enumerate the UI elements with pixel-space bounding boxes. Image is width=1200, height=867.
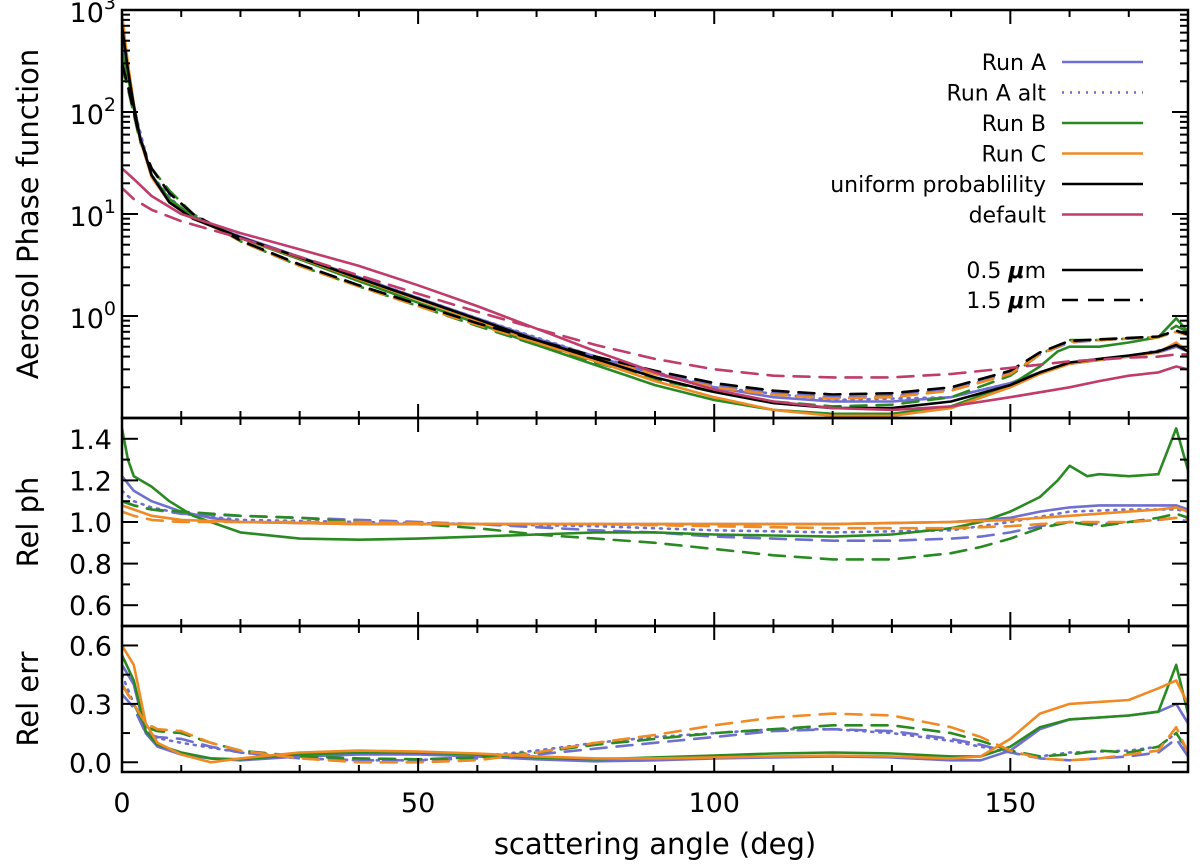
series-line-run-b-solid bbox=[122, 427, 1188, 541]
series-line-run-c-dashed bbox=[122, 510, 1188, 530]
series-line-run-a-solid bbox=[122, 663, 1188, 763]
legend-label-default: default bbox=[969, 204, 1047, 229]
y-tick-label: 102 bbox=[70, 94, 116, 131]
series-line-run-b-dashed bbox=[122, 683, 1188, 761]
series-group bbox=[122, 13, 1188, 418]
x-tick-label: 50 bbox=[401, 788, 435, 819]
y-axis-label: Rel ph bbox=[11, 477, 45, 568]
x-axis-label: scattering angle (deg) bbox=[494, 827, 816, 861]
y-axis-label: Rel err bbox=[11, 651, 45, 746]
legend-label-run-a-alt: Run A alt bbox=[947, 82, 1047, 107]
y-axis-label: Aerosol Phase function bbox=[11, 49, 45, 380]
legend-label-run-a: Run A bbox=[982, 51, 1046, 76]
x-tick-label: 0 bbox=[113, 788, 130, 819]
series-line-default-solid bbox=[122, 167, 1188, 412]
y-tick-label: 101 bbox=[70, 196, 116, 233]
series-line-run-a-dashed bbox=[122, 692, 1188, 762]
panel-rel-err: 0.0 0.3 0.6 Rel err 0 50 100 150 scattering angl… bbox=[11, 624, 1190, 861]
series-line-run-c-dashed bbox=[122, 683, 1188, 764]
series-line-run-c-solid bbox=[122, 504, 1188, 526]
y-tick-label: 1.2 bbox=[69, 466, 112, 497]
series-group bbox=[122, 427, 1188, 561]
series-group bbox=[122, 644, 1188, 764]
panel-aerosol-phase-function: 103 102 101 100 Aerosol Phase function bbox=[11, 0, 1190, 420]
y-tick-label: 0.8 bbox=[69, 550, 112, 581]
y-tick-label: 100 bbox=[70, 298, 116, 335]
ticks bbox=[121, 626, 1188, 772]
series-line-uniform-probablility-dashed bbox=[122, 62, 1188, 396]
plot-frame bbox=[120, 624, 1190, 774]
y-tick-label: 0.0 bbox=[69, 748, 112, 779]
legend-label-run-c: Run C bbox=[981, 143, 1046, 168]
legend-label-wavelength: 0.5 μm bbox=[966, 259, 1046, 284]
series-line-run-c-solid bbox=[122, 644, 1188, 764]
legend-label-wavelength: 1.5 μm bbox=[966, 289, 1046, 314]
legend: Run A Run A alt Run B Run C uniform probabli… bbox=[830, 51, 1143, 314]
series-line-run-a-alt-dotted bbox=[122, 673, 1188, 762]
legend-label-uniform-probablility: uniform probablility bbox=[830, 173, 1046, 198]
x-tick-label: 150 bbox=[985, 788, 1037, 819]
series-line-run-b-solid bbox=[122, 653, 1188, 761]
series-line-default-dashed bbox=[122, 186, 1188, 379]
panel-rel-ph: 0.6 0.8 1.0 1.2 1.4 Rel ph bbox=[11, 416, 1190, 628]
y-tick-label: 0.6 bbox=[69, 631, 112, 662]
x-tick-label: 100 bbox=[688, 788, 740, 819]
y-tick-label: 0.6 bbox=[69, 591, 112, 622]
series-line-run-b-dashed bbox=[122, 499, 1188, 561]
y-tick-label: 1.0 bbox=[69, 508, 112, 539]
y-tick-label: 0.3 bbox=[69, 690, 112, 721]
legend-label-run-b: Run B bbox=[982, 112, 1046, 137]
series-line-run-a-alt-dotted bbox=[122, 489, 1188, 534]
series-line-run-a-dashed bbox=[122, 499, 1188, 542]
y-tick-label: 1.4 bbox=[69, 425, 112, 456]
y-tick-label: 103 bbox=[70, 0, 116, 29]
